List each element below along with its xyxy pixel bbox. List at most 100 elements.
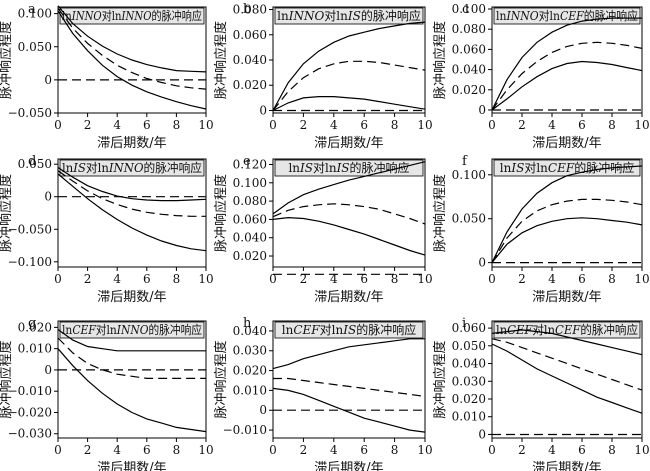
panel-title: lnINNO对lnCEF的脉冲响应 [496,8,638,23]
x-tick-label: 10 [634,443,649,457]
series-line-upper [272,161,426,215]
series-line-median [491,41,643,111]
y-tick-label: 0.060 [452,321,486,335]
x-tick-label: 8 [391,272,399,286]
y-tick-label: 0.010 [452,410,486,424]
y-tick-label: 0.060 [233,28,267,42]
x-tick-label: 6 [578,443,586,457]
series-line-upper [57,166,207,202]
panel-letter: a [28,2,36,17]
series-line-median [272,60,426,111]
x-tick-label: 10 [417,443,432,457]
x-tick-label: 6 [360,272,368,286]
x-tick-label: 10 [198,443,213,457]
panel-title-box [493,321,641,339]
x-tick-label: 8 [173,118,181,132]
x-tick-label: 4 [548,443,556,457]
panel-d: lnIS对lnINNO的脉冲响应 d 0 2 4 6 8 10 −0.100 −0.050 0 0.0… [0,154,214,305]
y-tick-label: 0.080 [452,22,486,36]
y-tick-label: 0.120 [233,157,267,171]
y-tick-label: 0.080 [233,194,267,208]
y-axis-label: 脉冲响应程度 [0,340,14,418]
x-axis-label: 滞后期数/年 [314,136,383,151]
y-tick-label: −0.010 [223,423,267,437]
x-tick-label: 2 [300,118,308,132]
x-axis-label: 滞后期数/年 [532,461,601,471]
x-tick-label: 8 [608,118,616,132]
panel-title-box [274,7,424,25]
series-line-upper [57,5,207,73]
series-line-upper [272,21,426,111]
x-tick-label: 8 [608,443,616,457]
y-tick-label: 0.100 [18,7,52,21]
series-line-lower [272,387,426,433]
y-tick-label: −0.050 [8,106,52,120]
x-tick-label: 4 [113,272,121,286]
x-tick-label: 0 [269,118,277,132]
y-tick-label: 0.010 [18,342,52,356]
panel-letter: b [243,2,251,17]
series-line-median [272,203,426,225]
x-tick-label: 4 [330,118,338,132]
plot-frame [57,320,207,439]
y-axis-label: 脉冲响应程度 [213,340,229,418]
series-line-lower [57,348,207,433]
x-tick-label: 0 [488,272,496,286]
y-tick-label: 0.020 [233,364,267,378]
y-tick-label: 0.040 [233,53,267,67]
x-tick-label: 6 [578,272,586,286]
x-tick-label: 4 [113,118,121,132]
x-tick-label: 2 [518,272,526,286]
panel-letter: f [462,154,468,169]
x-tick-label: 6 [360,443,368,457]
y-axis-label: 脉冲响应程度 [432,174,448,252]
plot-frame [272,158,426,268]
panel-i: lnCEF对lnCEF的脉冲响应 i 0 2 4 6 8 10 0 0.010 0.020 0.030… [432,316,650,471]
x-tick-label: 4 [330,443,338,457]
panel-title: lnIS对lnIS的脉冲响应 [288,160,409,175]
y-tick-label: 0.020 [18,320,52,334]
x-tick-label: 10 [634,272,649,286]
x-tick-label: 2 [84,118,92,132]
panel-title-box [59,321,205,339]
y-tick-label: 0.010 [233,383,267,397]
series-line-lower [272,95,426,112]
y-tick-label: 0.050 [18,157,52,171]
x-tick-label: 10 [198,272,213,286]
x-axis-label: 滞后期数/年 [314,461,383,471]
y-tick-label: 0 [44,190,52,204]
panel-title-box [59,7,205,25]
panel-c: lnINNO对lnCEF的脉冲响应 c 0 2 4 6 8 10 0 0.020 0.040 0.06… [432,2,650,151]
y-tick-label: −0.010 [8,384,52,398]
y-tick-label: 0 [259,403,267,417]
series-line-median [273,377,426,397]
y-tick-label: −0.030 [8,427,52,441]
x-tick-label: 8 [173,272,181,286]
series-line-lower [57,173,207,252]
panel-title-box [274,321,424,339]
y-tick-label: 0.050 [452,339,486,353]
x-tick-label: 2 [518,443,526,457]
x-tick-label: 10 [417,118,432,132]
series-line-lower [57,10,207,110]
y-tick-label: 0 [44,73,52,87]
y-tick-label: 0.020 [452,392,486,406]
series-line-upper [491,17,642,111]
x-tick-label: 4 [330,272,338,286]
y-axis-label: 脉冲响应程度 [432,21,448,99]
y-tick-label: 0.040 [233,231,267,245]
x-tick-label: 6 [578,118,586,132]
x-axis-label: 滞后期数/年 [314,290,383,305]
y-tick-label: 0.100 [233,176,267,190]
x-tick-label: 4 [548,272,556,286]
x-tick-label: 2 [300,443,308,457]
x-tick-label: 6 [143,443,151,457]
panel-letter: h [243,316,252,331]
x-tick-label: 2 [518,118,526,132]
y-axis-label: 脉冲响应程度 [213,174,229,252]
y-tick-label: −0.100 [8,255,52,269]
y-tick-label: 0.100 [452,2,486,16]
